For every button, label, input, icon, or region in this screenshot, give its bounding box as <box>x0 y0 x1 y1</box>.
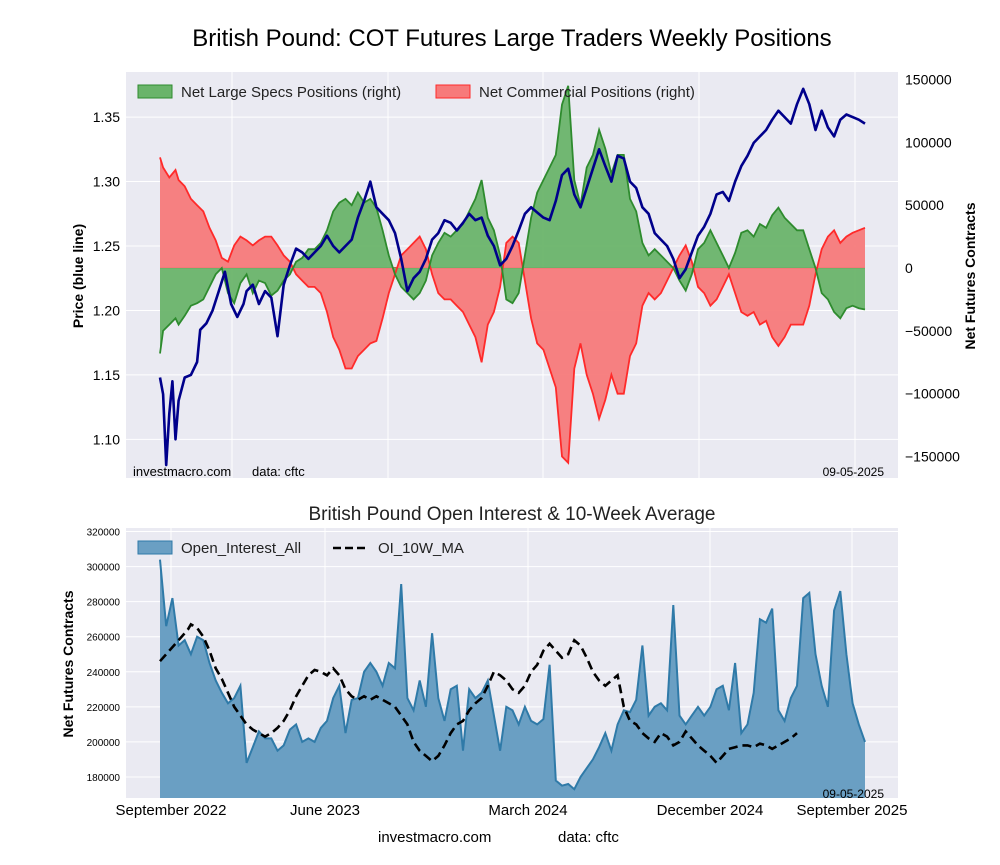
footer-data-label: data: cftc <box>558 829 619 846</box>
oi-tick-label-1: 200000 <box>87 738 121 749</box>
top-data-label: data: cftc <box>252 464 305 479</box>
date-tick-label-1: June 2023 <box>290 802 360 819</box>
legend-label-ma: OI_10W_MA <box>378 540 464 557</box>
figure-title: British Pound: COT Futures Large Traders… <box>192 25 831 52</box>
legend-swatch-specs <box>137 84 173 99</box>
oi-tick-label-0: 180000 <box>87 773 121 784</box>
contracts-axis-label: Net Futures Contracts <box>962 202 978 349</box>
price-tick-label-0: 1.10 <box>93 431 120 447</box>
oi-tick-label-6: 300000 <box>87 563 121 574</box>
price-tick-label-1: 1.15 <box>93 367 120 383</box>
oi-tick-label-3: 240000 <box>87 668 121 679</box>
date-tick-label-4: September 2025 <box>797 802 908 819</box>
contracts-tick-label-0: −150000 <box>905 449 960 465</box>
top-areas <box>159 85 866 465</box>
oi-tick-label-7: 320000 <box>87 528 121 539</box>
price-axis-ticks: 1.10 1.15 1.20 1.25 1.30 1.35 <box>93 109 120 447</box>
legend-label-oi: Open_Interest_All <box>181 540 301 557</box>
price-tick-label-2: 1.20 <box>93 302 120 318</box>
contracts-tick-label-2: −50000 <box>905 323 952 339</box>
oi-moving-average <box>159 622 798 765</box>
bottom-legend: Open_Interest_All OI_10W_MA <box>137 540 464 557</box>
price-tick-label-3: 1.25 <box>93 238 120 254</box>
oi-tick-label-2: 220000 <box>87 703 121 714</box>
ma-line <box>159 622 798 765</box>
price-tick-label-4: 1.30 <box>93 174 120 190</box>
top-date-label: 09-05-2025 <box>823 465 885 479</box>
price-positions-panel: 1.101.151.201.251.301.35 −150000−100000−… <box>70 72 978 480</box>
contracts-tick-label-5: 100000 <box>905 134 952 150</box>
top-legend: Net Large Specs Positions (right) Net Co… <box>137 84 695 101</box>
oi-tick-label-4: 260000 <box>87 633 121 644</box>
contracts-tick-label-4: 50000 <box>905 197 944 213</box>
price-line-group <box>158 87 866 467</box>
contracts-tick-label-3: 0 <box>905 260 913 276</box>
date-tick-label-0: September 2022 <box>116 802 227 819</box>
oi-axis-ticks: 180000 200000 220000 240000 260000 280000 3000… <box>87 528 121 784</box>
contracts-axis-ticks: −150000 −100000 −50000 0 50000 100000 150000 <box>905 72 960 465</box>
price-line <box>158 87 866 467</box>
contracts-tick-label-1: −100000 <box>905 386 960 402</box>
specs-positions-line <box>159 85 866 354</box>
bottom-date-label: 09-05-2025 <box>823 787 885 801</box>
open-interest-line <box>159 559 866 791</box>
commercial-positions-line <box>159 157 866 465</box>
specs-positions-area <box>160 85 865 354</box>
oi-tick-label-5: 280000 <box>87 598 121 609</box>
top-source-label: investmacro.com <box>133 464 231 479</box>
oi-chart-title: British Pound Open Interest & 10-Week Av… <box>309 504 716 525</box>
legend-label-specs: Net Large Specs Positions (right) <box>181 84 401 101</box>
legend-swatch-commercial <box>435 84 471 99</box>
footer-source-label: investmacro.com <box>378 829 491 846</box>
date-tick-label-2: March 2024 <box>488 802 567 819</box>
contracts-tick-label-6: 150000 <box>905 72 952 88</box>
oi-axis-label: Net Futures Contracts <box>60 590 76 737</box>
open-interest-fill <box>160 559 865 798</box>
legend-swatch-oi <box>137 540 173 555</box>
open-interest-area <box>159 559 866 798</box>
legend-label-commercial: Net Commercial Positions (right) <box>479 84 695 101</box>
date-tick-label-3: December 2024 <box>657 802 764 819</box>
price-axis-label: Price (blue line) <box>70 224 86 328</box>
price-tick-label-5: 1.35 <box>93 109 120 125</box>
date-axis-ticks: September 2022 June 2023 March 2024 Decembe… <box>116 802 908 819</box>
open-interest-panel: British Pound Open Interest & 10-Week Av… <box>60 504 907 846</box>
